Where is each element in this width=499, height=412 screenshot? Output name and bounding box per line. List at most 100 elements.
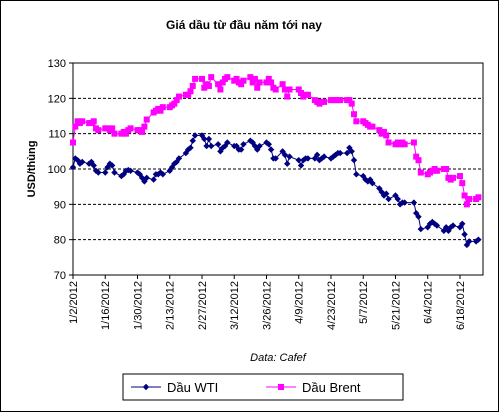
y-tick-label: 80	[54, 235, 66, 247]
data-point-wti	[72, 155, 79, 162]
data-point-brent	[268, 79, 275, 86]
data-point-wti	[295, 156, 302, 164]
data-point-wti	[461, 231, 468, 238]
x-tick-label: 4/23/2012	[326, 281, 338, 330]
data-point-brent	[272, 86, 279, 93]
data-point-brent	[143, 116, 150, 123]
series-wti	[69, 132, 482, 249]
data-point-brent	[263, 79, 270, 86]
data-point-wti	[465, 238, 473, 245]
data-point-brent	[171, 100, 178, 107]
data-point-brent	[122, 130, 129, 137]
data-point-brent	[279, 81, 286, 88]
data-point-wti	[313, 151, 321, 159]
data-point-brent	[90, 118, 97, 125]
data-point-brent	[208, 74, 215, 81]
data-point-brent	[443, 166, 450, 172]
data-point-brent	[298, 90, 305, 97]
series-layer	[69, 74, 482, 249]
x-tick-label: 1/2/2012	[68, 281, 80, 324]
data-point-wti	[431, 220, 438, 227]
data-point-brent	[376, 127, 383, 134]
data-point-wti	[401, 199, 408, 206]
data-point-brent	[79, 118, 86, 125]
data-point-wti	[267, 146, 275, 153]
data-point-wti	[203, 142, 210, 150]
data-point-wti	[429, 218, 436, 226]
data-point-brent	[369, 123, 376, 130]
data-point-brent	[348, 100, 355, 107]
data-point-wti	[224, 139, 231, 146]
data-point-brent	[450, 174, 457, 181]
data-point-brent	[337, 97, 344, 104]
x-tick-label: 2/27/2012	[197, 281, 209, 330]
x-tick-label: 6/18/2012	[455, 281, 467, 330]
data-point-brent	[189, 82, 196, 89]
x-tick-label: 1/30/2012	[132, 281, 144, 330]
data-point-wti	[475, 236, 482, 243]
x-tick-label: 1/16/2012	[100, 281, 112, 330]
data-point-wti	[297, 162, 305, 169]
data-point-brent	[247, 74, 254, 81]
data-point-brent	[185, 91, 192, 98]
data-point-wti	[369, 179, 376, 187]
data-point-wti	[102, 169, 109, 176]
data-point-brent	[251, 75, 258, 82]
data-point-brent	[233, 75, 240, 82]
data-point-brent	[351, 111, 358, 118]
data-point-wti	[159, 171, 167, 178]
x-tick-label: 3/26/2012	[261, 281, 273, 330]
data-point-wti	[385, 195, 392, 203]
legend-label-wti: Dầu WTI	[167, 380, 218, 395]
data-point-wti	[459, 220, 466, 227]
legend-box	[122, 373, 404, 401]
data-point-brent	[205, 82, 212, 89]
x-tick-label: 5/7/2012	[358, 281, 370, 324]
data-point-wti	[143, 174, 150, 182]
y-tick-label: 130	[48, 58, 66, 70]
legend-marker-wti	[142, 383, 150, 391]
data-point-wti	[336, 149, 344, 157]
chart-title: Giá dầu từ đầu năm tới nay	[166, 18, 322, 32]
data-point-brent	[466, 196, 473, 203]
data-point-wti	[104, 164, 111, 171]
data-point-wti	[92, 167, 100, 174]
data-point-brent	[433, 167, 440, 174]
data-point-brent	[187, 88, 194, 95]
data-point-brent	[224, 74, 231, 81]
data-point-wti	[214, 141, 222, 148]
data-point-wti	[187, 144, 194, 151]
data-point-wti	[449, 222, 457, 229]
data-point-brent	[201, 84, 208, 91]
data-point-brent	[346, 97, 353, 104]
data-point-wti	[191, 132, 199, 139]
data-point-brent	[198, 75, 205, 82]
data-point-brent	[219, 79, 226, 86]
data-point-brent	[415, 157, 422, 164]
legend-marker-brent	[278, 384, 284, 390]
data-point-brent	[111, 130, 118, 137]
data-point-brent	[95, 127, 102, 134]
data-point-wti	[330, 153, 337, 160]
data-point-wti	[79, 158, 86, 166]
data-point-wti	[364, 178, 372, 185]
data-point-brent	[127, 125, 134, 132]
y-tick-label: 110	[48, 129, 66, 141]
data-point-wti	[433, 222, 441, 229]
data-point-brent	[459, 180, 466, 187]
data-point-wti	[205, 135, 213, 143]
data-point-brent	[383, 132, 390, 139]
data-point-wti	[189, 137, 196, 144]
data-point-wti	[394, 195, 401, 203]
data-point-wti	[410, 199, 418, 206]
data-point-wti	[284, 160, 291, 167]
data-point-wti	[90, 162, 97, 169]
data-point-brent	[413, 153, 420, 160]
data-point-brent	[461, 192, 468, 199]
data-point-wti	[332, 151, 339, 159]
data-point-wti	[272, 155, 279, 162]
data-point-wti	[304, 155, 312, 162]
y-axis: 70 80 90 100 110 120 130	[48, 58, 73, 282]
data-point-wti	[350, 156, 358, 164]
